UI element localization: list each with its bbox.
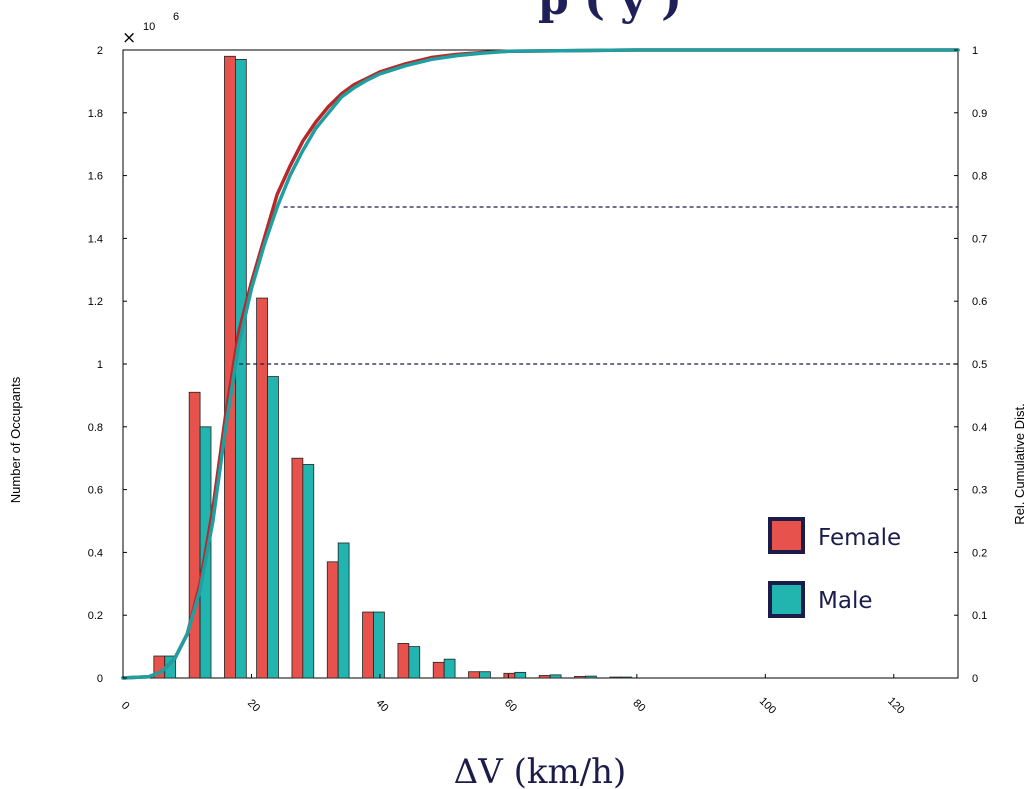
bar-female-8	[432, 661, 445, 679]
bar-male-4	[302, 464, 315, 679]
x-axis-label: ΔV (km/h)	[454, 752, 627, 789]
cumulative-curve-male	[121, 48, 960, 680]
x-tick-label-1: 20	[245, 697, 262, 714]
y-right-tick-label-6: 0.6	[972, 296, 987, 308]
y-right-tick-label-8: 0.8	[972, 171, 987, 183]
bars-layer	[153, 55, 633, 679]
bar-female-7	[397, 643, 410, 679]
y-left-tick-label-5: 1	[97, 359, 103, 371]
x-tick-label-4: 80	[630, 697, 647, 714]
bar-male-13	[620, 676, 633, 679]
bar-female-11	[538, 675, 551, 679]
y-left-tick-label-6: 1.2	[88, 296, 103, 308]
chart-title-fragment: p ( y )	[538, 0, 682, 25]
bar-male-10	[514, 671, 527, 679]
y-right-tick-label-4: 0.4	[972, 422, 987, 434]
y-right-tick-label-2: 0.2	[972, 547, 987, 559]
y-left-tick-label-0: 0	[97, 673, 103, 685]
y-right-tick-label-9: 0.9	[972, 108, 987, 120]
y-left-axis-label: Number of Occupants	[8, 376, 23, 503]
y-left-tick-label-4: 0.8	[88, 422, 103, 434]
bar-male-2	[234, 59, 247, 679]
y-right-tick-label-0: 0	[972, 673, 978, 685]
multiplication-sign: ×	[122, 28, 136, 48]
y-right-tick-label-7: 0.7	[972, 233, 987, 245]
y-left-tick-label-7: 1.4	[88, 233, 103, 245]
y-left-tick-label-8: 1.6	[88, 171, 103, 183]
bar-male-12	[585, 675, 597, 679]
bar-female-6	[362, 611, 374, 679]
y-right-tick-label-10: 1	[972, 45, 978, 57]
bar-female-13	[609, 676, 622, 679]
legend-label-female: Female	[818, 525, 901, 551]
bar-female-12	[574, 676, 586, 679]
bar-male-3	[267, 376, 279, 679]
legend-label-male: Male	[818, 588, 872, 614]
y-left-tick-label-10: 2	[97, 45, 103, 57]
x-tick-label-3: 60	[502, 697, 519, 714]
y-right-ticks-layer: 0 0.1 0.2 0.3 0.4 0.5 0.6 0.7 0.8 0.9 1	[954, 45, 987, 685]
bar-male-8	[443, 658, 456, 679]
bar-female-1	[188, 391, 201, 679]
y-right-axis-label: Rel. Cumulative Dist.	[1012, 403, 1027, 524]
y-right-tick-label-1: 0.1	[972, 610, 987, 622]
y-right-tick-label-3: 0.3	[972, 485, 987, 497]
y-left-tick-label-2: 0.4	[88, 547, 103, 559]
legend-swatch-female	[768, 517, 805, 554]
bar-female-4	[291, 457, 304, 679]
y-left-tick-label-9: 1.8	[88, 108, 103, 120]
bar-female-9	[468, 671, 480, 679]
bar-female-5	[326, 561, 339, 679]
x-tick-label-0: 0	[119, 699, 132, 712]
bar-female-3	[256, 297, 268, 679]
x-tick-label-5: 100	[757, 695, 778, 716]
bar-male-7	[408, 646, 421, 679]
y-exponent-power: 6	[173, 11, 179, 23]
y-exponent-base: 10	[143, 21, 155, 33]
y-right-tick-label-5: 0.5	[972, 359, 987, 371]
y-left-tick-label-3: 0.6	[88, 485, 103, 497]
reference-lines-layer	[232, 206, 958, 365]
legend-swatch-male	[768, 581, 805, 618]
legend: Female Male	[768, 517, 901, 618]
bar-male-6	[373, 611, 385, 679]
bar-female-10	[503, 672, 516, 679]
bar-male-9	[479, 671, 491, 679]
x-tick-label-6: 120	[885, 695, 906, 716]
bar-male-11	[549, 674, 562, 679]
bar-male-5	[337, 542, 350, 679]
x-tick-label-2: 40	[373, 697, 390, 714]
y-left-ticks-layer: 0 0.2 0.4 0.6 0.8 1 1.2 1.4 1.6 1.8 2	[88, 45, 127, 685]
x-ticks-layer: 0 20 40 60 80 100 120	[119, 674, 907, 717]
y-left-tick-label-1: 0.2	[88, 610, 103, 622]
cumulative-curves-layer	[121, 48, 960, 680]
y-exponent-marker: × 10 6	[122, 11, 179, 48]
